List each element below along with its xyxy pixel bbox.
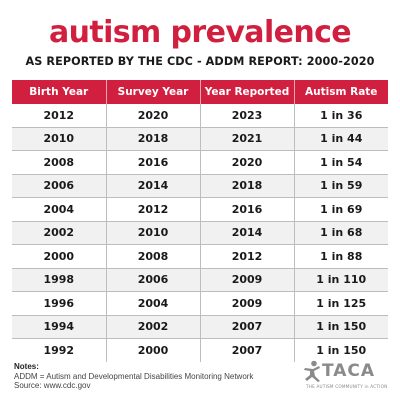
cell-birth-year: 2010 — [12, 127, 107, 151]
cell-autism-rate: 1 in 150 — [316, 343, 367, 357]
cell-survey-year: 2004 — [106, 291, 201, 316]
cell-autism-rate: 1 in 110 — [294, 268, 388, 292]
cell-year-reported: 2023 — [200, 104, 295, 128]
notes-heading: Notes: — [14, 362, 39, 371]
cell-birth-year: 2006 — [12, 174, 107, 198]
cell-birth-year: 1994 — [12, 315, 107, 339]
cell-autism-rate: 1 in 68 — [294, 221, 388, 245]
cell-year-reported: 2014 — [200, 221, 295, 245]
cell-survey-year: 2020 — [106, 104, 201, 128]
cell-year-reported: 2016 — [200, 197, 295, 222]
cell-survey-year: 2016 — [106, 150, 201, 175]
cell-survey-year: 2012 — [106, 197, 201, 222]
cell-birth-year: 1998 — [12, 268, 107, 292]
table-row: 2002 2010 2014 1 in 68 — [12, 221, 388, 245]
cell-year-reported: 2021 — [200, 127, 295, 151]
cell-year-reported: 2012 — [200, 244, 295, 269]
column-header-birth-year: Birth Year — [12, 80, 107, 104]
notes-section: Notes: ADDM = Autism and Developmental D… — [14, 362, 253, 391]
cell-autism-rate: 1 in 44 — [294, 127, 388, 151]
logo-tagline: THE AUTISM COMMUNITY in ACTION — [306, 384, 388, 389]
table-header-row: Birth Year Survey Year Year Reported Aut… — [12, 80, 388, 104]
table-row: 1994 2002 2007 1 in 150 — [12, 315, 388, 339]
taca-logo: TACA THE AUTISM COMMUNITY in ACTION — [300, 360, 392, 394]
cell-survey-year: 2000 — [106, 338, 201, 362]
page-subtitle: AS REPORTED BY THE CDC - ADDM REPORT: 20… — [25, 55, 375, 68]
table-row: 1996 2004 2009 1 in 125 — [12, 291, 388, 316]
cell-birth-year: 2012 — [12, 104, 107, 128]
cell-survey-year: 2006 — [106, 268, 201, 292]
cell-year-reported: 2007 — [200, 338, 295, 362]
column-header-autism-rate: Autism Rate — [305, 86, 378, 98]
cell-year-reported: 2007 — [200, 315, 295, 339]
cell-autism-rate: 1 in 150 — [294, 315, 388, 339]
cell-autism-rate: 1 in 88 — [294, 244, 388, 269]
cell-year-reported: 2009 — [200, 291, 295, 316]
cell-birth-year: 1992 — [12, 338, 107, 362]
table-row: 2004 2012 2016 1 in 69 — [12, 197, 388, 222]
cell-survey-year: 2008 — [106, 244, 201, 269]
cell-year-reported: 2018 — [200, 174, 295, 198]
table-row: 2000 2008 2012 1 in 88 — [12, 244, 388, 269]
cell-birth-year: 2008 — [12, 150, 107, 175]
cell-autism-rate: 1 in 36 — [294, 104, 388, 128]
cell-survey-year: 2002 — [106, 315, 201, 339]
cell-autism-rate: 1 in 69 — [294, 197, 388, 222]
column-header-survey-year: Survey Year — [106, 80, 201, 104]
cell-autism-rate: 1 in 54 — [294, 150, 388, 175]
cell-survey-year: 2014 — [106, 174, 201, 198]
cell-birth-year: 2004 — [12, 197, 107, 222]
table-row: 2012 2020 2023 1 in 36 — [12, 104, 388, 128]
cell-survey-year: 2018 — [106, 127, 201, 151]
cell-birth-year: 1996 — [12, 291, 107, 316]
page-title: autism prevalence — [48, 15, 352, 50]
table-row: 1998 2006 2009 1 in 110 — [12, 268, 388, 292]
cell-autism-rate: 1 in 59 — [294, 174, 388, 198]
table-row: 2010 2018 2021 1 in 44 — [12, 127, 388, 151]
cell-birth-year: 2000 — [12, 244, 107, 269]
notes-line: ADDM = Autism and Developmental Disabili… — [14, 371, 254, 381]
table-body: 2012 2020 2023 1 in 36 2010 2018 2021 1 in 44 20… — [12, 104, 388, 362]
cell-birth-year: 2002 — [12, 221, 107, 245]
logo-wordmark: TACA — [322, 361, 376, 381]
prevalence-table: Birth Year Survey Year Year Reported Aut… — [12, 80, 388, 362]
table-row: 1992 2000 2007 1 in 150 — [12, 338, 388, 362]
cell-autism-rate: 1 in 125 — [294, 291, 388, 316]
person-figure-icon — [304, 360, 320, 382]
column-header-year-reported: Year Reported — [200, 80, 295, 104]
table-row: 2008 2016 2020 1 in 54 — [12, 150, 388, 175]
cell-survey-year: 2010 — [106, 221, 201, 245]
table-row: 2006 2014 2018 1 in 59 — [12, 174, 388, 198]
notes-source: Source: www.cdc.gov — [14, 381, 91, 390]
cell-year-reported: 2009 — [200, 268, 295, 292]
cell-year-reported: 2020 — [200, 150, 295, 175]
